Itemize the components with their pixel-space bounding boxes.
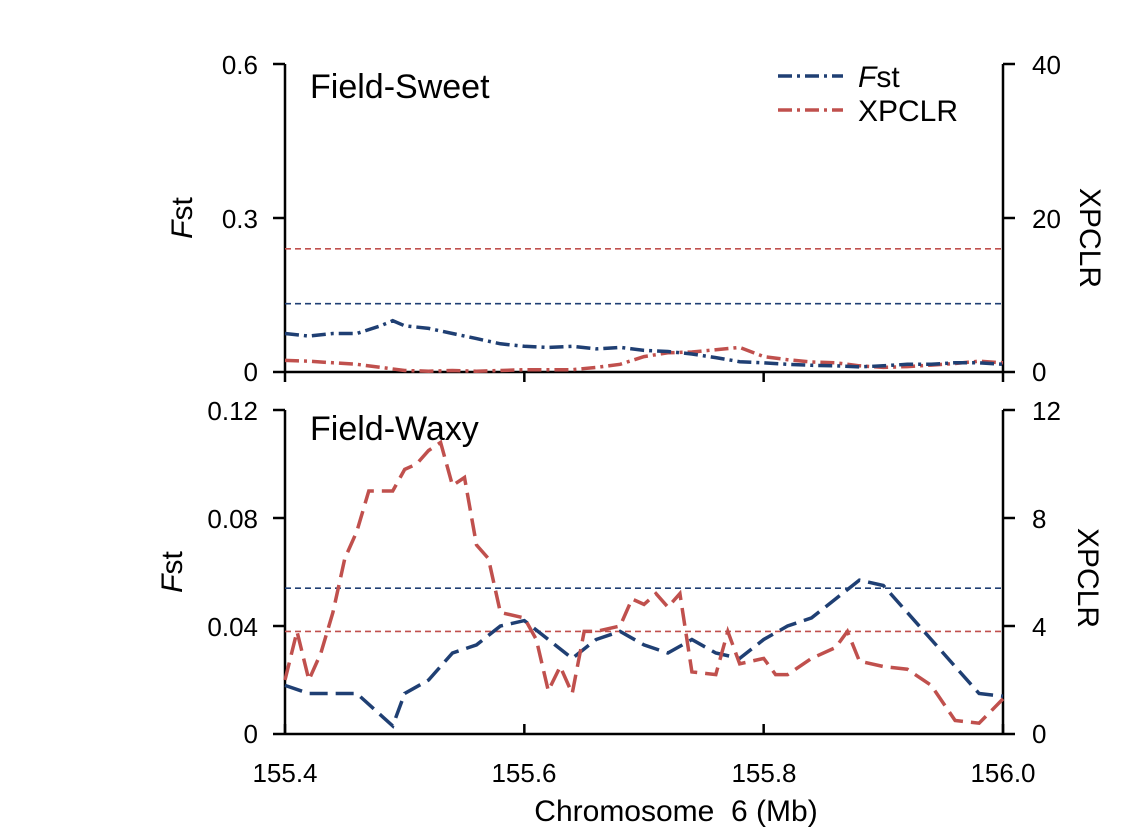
panel1-ticks (273, 62, 1015, 382)
panel1-tick-left-0: 0 (244, 357, 258, 387)
panel1-fst-line (284, 318, 1004, 369)
panel2-ticks (273, 408, 1015, 736)
panel1-tick-left-1: 0.3 (222, 204, 258, 234)
x-tick-label-0: 155.4 (252, 758, 317, 788)
panel2-xpclr-line (283, 439, 1005, 726)
x-axis-label: Chromosome 6 (Mb) (534, 795, 817, 828)
panel1-tick-left-2: 0.6 (222, 50, 258, 80)
panel1-ylabel-left: Fst (166, 197, 199, 239)
legend-fst-label: Fst (858, 61, 900, 94)
x-tick-label-3: 156.0 (970, 758, 1035, 788)
panel1-title: Field-Sweet (310, 68, 490, 106)
x-tick-label-1: 155.6 (491, 758, 556, 788)
panel2-ylabel-right: XPCLR (1071, 528, 1104, 628)
panel2-tick-right-0: 0 (1032, 719, 1046, 749)
panel1-tick-right-1: 20 (1032, 204, 1061, 234)
legend: Fst XPCLR (778, 61, 958, 128)
panel-field-sweet: 0 0.3 0.6 0 20 40 Field-Sweet Fst XPCLR … (166, 50, 1106, 387)
panel2-tick-left-1: 0.04 (207, 612, 258, 642)
panel2-title: Field-Waxy (310, 410, 479, 448)
panel-field-waxy: 0 0.04 0.08 0.12 0 4 8 12 Field-Waxy Fst… (156, 396, 1104, 828)
x-tick-label-2: 155.8 (731, 758, 796, 788)
panel2-tick-right-1: 4 (1032, 612, 1046, 642)
legend-xpclr-label: XPCLR (858, 95, 958, 128)
panel1-tick-right-2: 40 (1032, 50, 1061, 80)
panel2-ylabel-left: Fst (156, 551, 189, 593)
panel2-tick-left-0: 0 (244, 719, 258, 749)
panel2-tick-left-2: 0.08 (207, 504, 258, 534)
panel1-tick-right-0: 0 (1032, 357, 1046, 387)
panel2-fst-line (284, 578, 1004, 729)
panel2-tick-left-3: 0.12 (207, 396, 258, 426)
panel1-ylabel-right: XPCLR (1073, 188, 1106, 288)
panel2-tick-right-2: 8 (1032, 504, 1046, 534)
panel2-tick-right-3: 12 (1032, 396, 1061, 426)
